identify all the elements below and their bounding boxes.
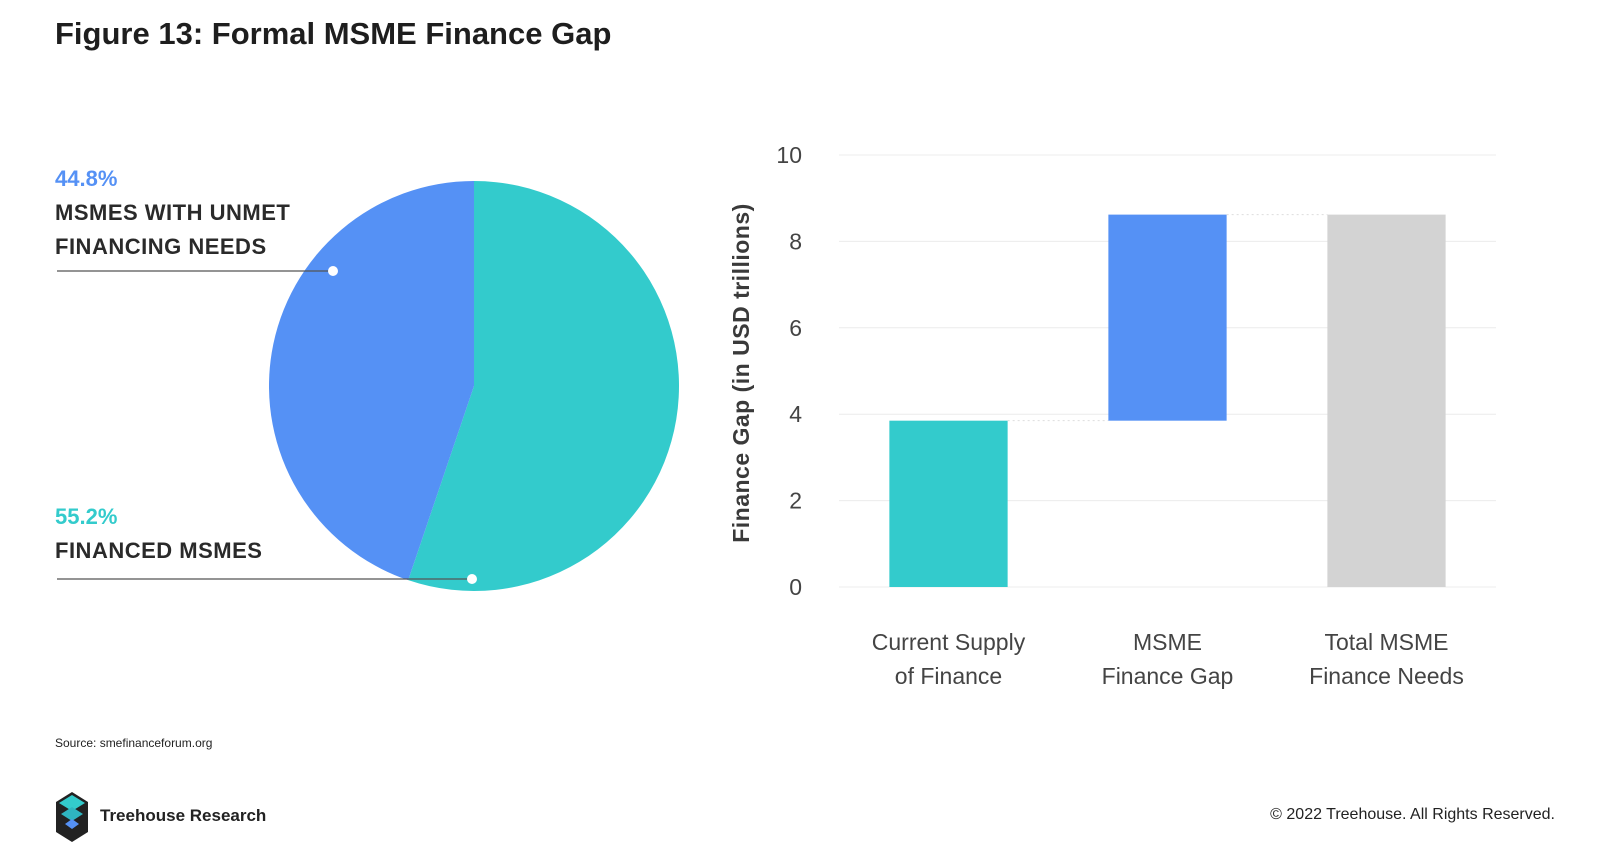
bar-1 bbox=[1108, 214, 1227, 421]
source-note: Source: smefinanceforum.org bbox=[55, 736, 213, 750]
y-tick-label: 2 bbox=[789, 488, 802, 514]
pie-label-unmet-line1: MSMES WITH UNMET bbox=[55, 200, 291, 225]
pie-label-financed-pct: 55.2% bbox=[55, 504, 118, 529]
y-axis-label: Finance Gap (in USD trillions) bbox=[728, 203, 754, 543]
y-tick-label: 4 bbox=[789, 401, 802, 427]
y-tick-label: 8 bbox=[789, 228, 802, 254]
category-label: of Finance bbox=[895, 663, 1002, 689]
leader-dot-financed bbox=[467, 574, 477, 584]
pie-slice-unmet bbox=[268, 181, 474, 581]
category-label: Total MSME bbox=[1325, 629, 1449, 655]
pie-label-unmet-line2: FINANCING NEEDS bbox=[55, 234, 267, 259]
brand-name: Treehouse Research bbox=[100, 806, 267, 825]
bar-chart: 0 2 4 6 8 10 Current Supply of Finance MSME Fina… bbox=[728, 142, 1496, 689]
pie-label-unmet: MSMES WITH UNMET FINANCING NEEDS bbox=[55, 196, 290, 264]
y-tick-label: 6 bbox=[789, 315, 802, 341]
pie-label-financed-line1: FINANCED MSMES bbox=[55, 538, 263, 563]
copyright: © 2022 Treehouse. All Rights Reserved. bbox=[1270, 806, 1555, 823]
pie-slice-financed bbox=[408, 181, 680, 591]
leader-dot-unmet bbox=[328, 266, 338, 276]
category-label: Current Supply bbox=[872, 629, 1026, 655]
treehouse-logo-icon bbox=[56, 792, 88, 842]
bar-0 bbox=[889, 420, 1008, 587]
figure-title: Figure 13: Formal MSME Finance Gap bbox=[55, 16, 612, 51]
category-label: MSME bbox=[1133, 629, 1202, 655]
pie-label-financed: FINANCED MSMES bbox=[55, 534, 262, 568]
category-label: Finance Gap bbox=[1102, 663, 1234, 689]
bar-2 bbox=[1327, 214, 1446, 587]
pie-chart bbox=[57, 181, 680, 591]
category-label: Finance Needs bbox=[1309, 663, 1464, 689]
y-tick-label: 10 bbox=[776, 142, 802, 168]
y-tick-label: 0 bbox=[789, 574, 802, 600]
pie-label-unmet-pct: 44.8% bbox=[55, 166, 118, 191]
